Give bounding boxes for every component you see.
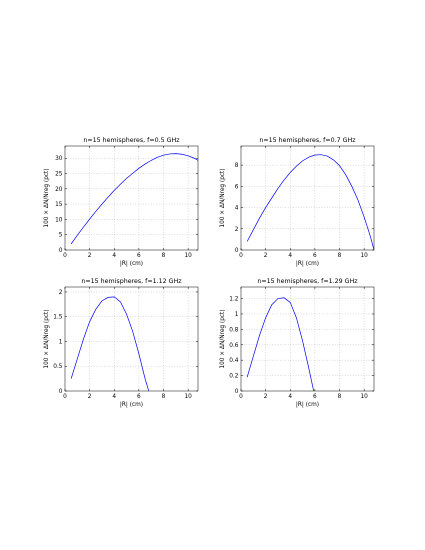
x-tick-label: 6	[137, 253, 141, 259]
x-tick-label: 8	[162, 253, 166, 259]
y-tick-label: 30	[55, 156, 63, 162]
x-axis-label: |R| (cm)	[296, 261, 319, 267]
x-tick-label: 2	[88, 394, 92, 400]
y-tick-label: 20	[55, 187, 63, 193]
x-tick-label: 10	[360, 394, 368, 400]
x-axis-label: |R| (cm)	[120, 402, 143, 408]
y-tick-label: 0.2	[229, 374, 239, 380]
y-tick-label: 4	[235, 206, 239, 212]
axes-frame	[240, 286, 375, 392]
y-tick-label: 15	[55, 202, 63, 208]
axes-frame	[240, 145, 375, 251]
y-tick-label: 2	[59, 290, 63, 296]
series-line-1	[70, 296, 150, 392]
x-tick-label: 0	[63, 253, 67, 259]
x-tick-label: 8	[338, 394, 342, 400]
x-tick-label: 6	[313, 253, 317, 259]
x-axis-label: |R| (cm)	[120, 261, 143, 267]
x-tick-label: 10	[360, 253, 368, 259]
x-tick-label: 10	[184, 253, 192, 259]
axes-frame	[64, 145, 199, 251]
subplot-2: 0 2 4 6 8 10 0 2 4 6 8 n=15 hemispheres, f=0.7 GHz |…	[220, 137, 375, 267]
x-tick-label: 6	[313, 394, 317, 400]
x-tick-label: 0	[63, 394, 67, 400]
x-tick-label: 10	[184, 394, 192, 400]
chart-title: n=15 hemispheres, f=1.12 GHz	[81, 278, 182, 285]
x-tick-label: 4	[112, 394, 116, 400]
y-axis-label: 100 × ΔN/Nreg (pct)	[220, 309, 226, 368]
subplot-3: 0 2 4 6 8 10 0 0.5 1 1.5 2 n=15 hemispheres, f=1.12…	[44, 278, 199, 408]
y-tick-label: 2	[235, 227, 239, 233]
y-tick-label: 0.6	[229, 343, 239, 349]
y-axis-label: 100 × ΔN/Nreg (pct)	[220, 168, 226, 227]
subplot-4: 0 2 4 6 8 10 0 0.2 0.4 0.6 0.8 1 1.2 n=15 hemispheres…	[220, 278, 375, 408]
x-tick-label: 4	[288, 253, 292, 259]
x-tick-label: 8	[162, 394, 166, 400]
y-tick-label: 10	[55, 217, 63, 223]
x-tick-label: 8	[338, 253, 342, 259]
y-tick-label: 0	[235, 389, 239, 395]
y-tick-label: 1.5	[53, 315, 63, 321]
y-tick-label: 5	[59, 233, 63, 239]
y-tick-label: 1	[235, 312, 239, 318]
y-tick-label: 1.2	[229, 297, 239, 303]
x-axis-label: |R| (cm)	[296, 402, 319, 408]
x-tick-label: 0	[239, 394, 243, 400]
chart-title: n=15 hemispheres, f=0.5 GHz	[83, 137, 180, 144]
y-tick-label: 0.4	[229, 358, 239, 364]
axes-frame	[64, 286, 199, 392]
series-line-1	[70, 153, 199, 245]
y-tick-label: 0	[59, 248, 63, 254]
y-tick-label: 1	[59, 339, 63, 345]
chart-title: n=15 hemispheres, f=1.29 GHz	[257, 278, 358, 285]
x-tick-label: 2	[264, 394, 268, 400]
y-tick-label: 0	[59, 389, 63, 395]
y-tick-label: 8	[235, 163, 239, 169]
y-tick-label: 0.8	[229, 327, 239, 333]
y-axis-label: 100 × ΔN/Nreg (pct)	[44, 309, 50, 368]
x-tick-label: 6	[137, 394, 141, 400]
chart-title: n=15 hemispheres, f=0.7 GHz	[259, 137, 356, 144]
x-tick-label: 2	[264, 253, 268, 259]
y-tick-label: 0.5	[53, 364, 63, 370]
subplot-1: 0 2 4 6 8 10 0 5 10 15 20 25 30 n=15 hemispheres, f=0…	[44, 137, 199, 267]
y-axis-label: 100 × ΔN/Nreg (pct)	[44, 168, 50, 227]
series-line-1	[246, 154, 375, 251]
x-tick-label: 4	[112, 253, 116, 259]
x-tick-label: 4	[288, 394, 292, 400]
y-tick-label: 25	[55, 172, 63, 178]
x-tick-label: 2	[88, 253, 92, 259]
y-tick-label: 6	[235, 184, 239, 190]
series-line-1	[246, 297, 315, 392]
y-tick-label: 0	[235, 248, 239, 254]
x-tick-label: 0	[239, 253, 243, 259]
